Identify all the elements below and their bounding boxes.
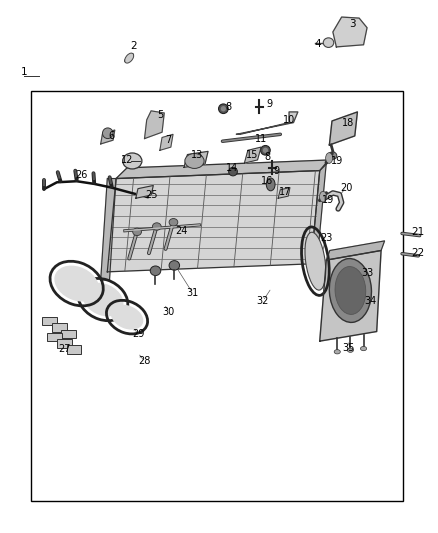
Polygon shape [326,241,385,260]
Text: 12: 12 [121,155,133,165]
Bar [31,91,403,501]
Ellipse shape [229,167,237,176]
Ellipse shape [261,146,270,155]
Polygon shape [278,188,290,198]
Polygon shape [329,112,357,145]
Polygon shape [311,163,326,264]
Ellipse shape [305,232,326,290]
Ellipse shape [320,191,327,202]
Text: 14: 14 [226,163,238,173]
Ellipse shape [335,266,366,314]
Ellipse shape [125,53,134,63]
Text: 22: 22 [412,248,425,258]
Text: 21: 21 [412,227,425,237]
Polygon shape [107,171,320,272]
Text: 26: 26 [75,170,87,180]
Text: 30: 30 [162,307,175,317]
Polygon shape [101,130,115,144]
Polygon shape [145,111,164,139]
Text: 9: 9 [274,166,280,175]
Text: 6: 6 [109,131,115,141]
Bar [42,317,57,325]
Ellipse shape [54,265,99,302]
Ellipse shape [185,154,204,168]
Text: 7: 7 [166,135,172,144]
Ellipse shape [169,219,178,226]
Text: 31: 31 [187,288,199,298]
Ellipse shape [326,152,333,163]
Polygon shape [244,147,261,163]
Text: 8: 8 [226,102,232,111]
Text: 4: 4 [314,39,321,49]
Bar [61,330,76,338]
Text: 20: 20 [340,183,352,192]
Ellipse shape [169,261,180,270]
Polygon shape [116,160,331,179]
Ellipse shape [334,350,340,354]
Text: 28: 28 [138,357,151,366]
Ellipse shape [360,346,367,351]
Polygon shape [320,251,381,341]
Text: 10: 10 [283,115,295,125]
Text: 18: 18 [342,118,354,127]
Text: 13: 13 [191,150,203,159]
Text: 2: 2 [130,42,137,51]
Ellipse shape [111,305,143,329]
Ellipse shape [123,153,142,169]
Text: 25: 25 [145,190,157,199]
Ellipse shape [263,148,268,153]
Text: 29: 29 [132,329,144,339]
Ellipse shape [133,228,141,236]
Text: 32: 32 [257,296,269,306]
Polygon shape [333,17,367,47]
Text: 16: 16 [261,176,273,186]
Text: 11: 11 [254,134,267,143]
Ellipse shape [82,282,124,317]
Polygon shape [101,179,116,280]
Bar [67,345,81,354]
Text: 35: 35 [342,343,354,352]
Text: 1: 1 [21,67,28,77]
Ellipse shape [150,266,161,276]
Text: 24: 24 [176,227,188,236]
Text: 19: 19 [331,156,343,166]
Text: 3: 3 [349,19,356,29]
Ellipse shape [323,38,334,47]
Text: 9: 9 [266,99,272,109]
Text: 23: 23 [320,233,332,243]
Text: 27: 27 [59,344,71,353]
Polygon shape [160,134,173,150]
Ellipse shape [102,128,113,139]
Ellipse shape [152,223,161,230]
Text: 15: 15 [246,150,258,159]
Text: 17: 17 [279,187,291,197]
Bar [52,323,67,332]
Ellipse shape [219,104,228,114]
Text: 34: 34 [364,296,376,306]
Ellipse shape [266,178,275,191]
Ellipse shape [329,259,371,322]
Polygon shape [237,112,298,134]
Text: 19: 19 [322,195,335,205]
Polygon shape [136,185,153,198]
Bar [47,333,62,341]
Bar [57,339,72,348]
Polygon shape [184,151,208,167]
Ellipse shape [328,152,337,159]
Text: 33: 33 [362,268,374,278]
Ellipse shape [221,106,226,111]
Text: 5: 5 [157,110,163,119]
Text: 8: 8 [264,152,270,161]
Ellipse shape [347,348,353,352]
